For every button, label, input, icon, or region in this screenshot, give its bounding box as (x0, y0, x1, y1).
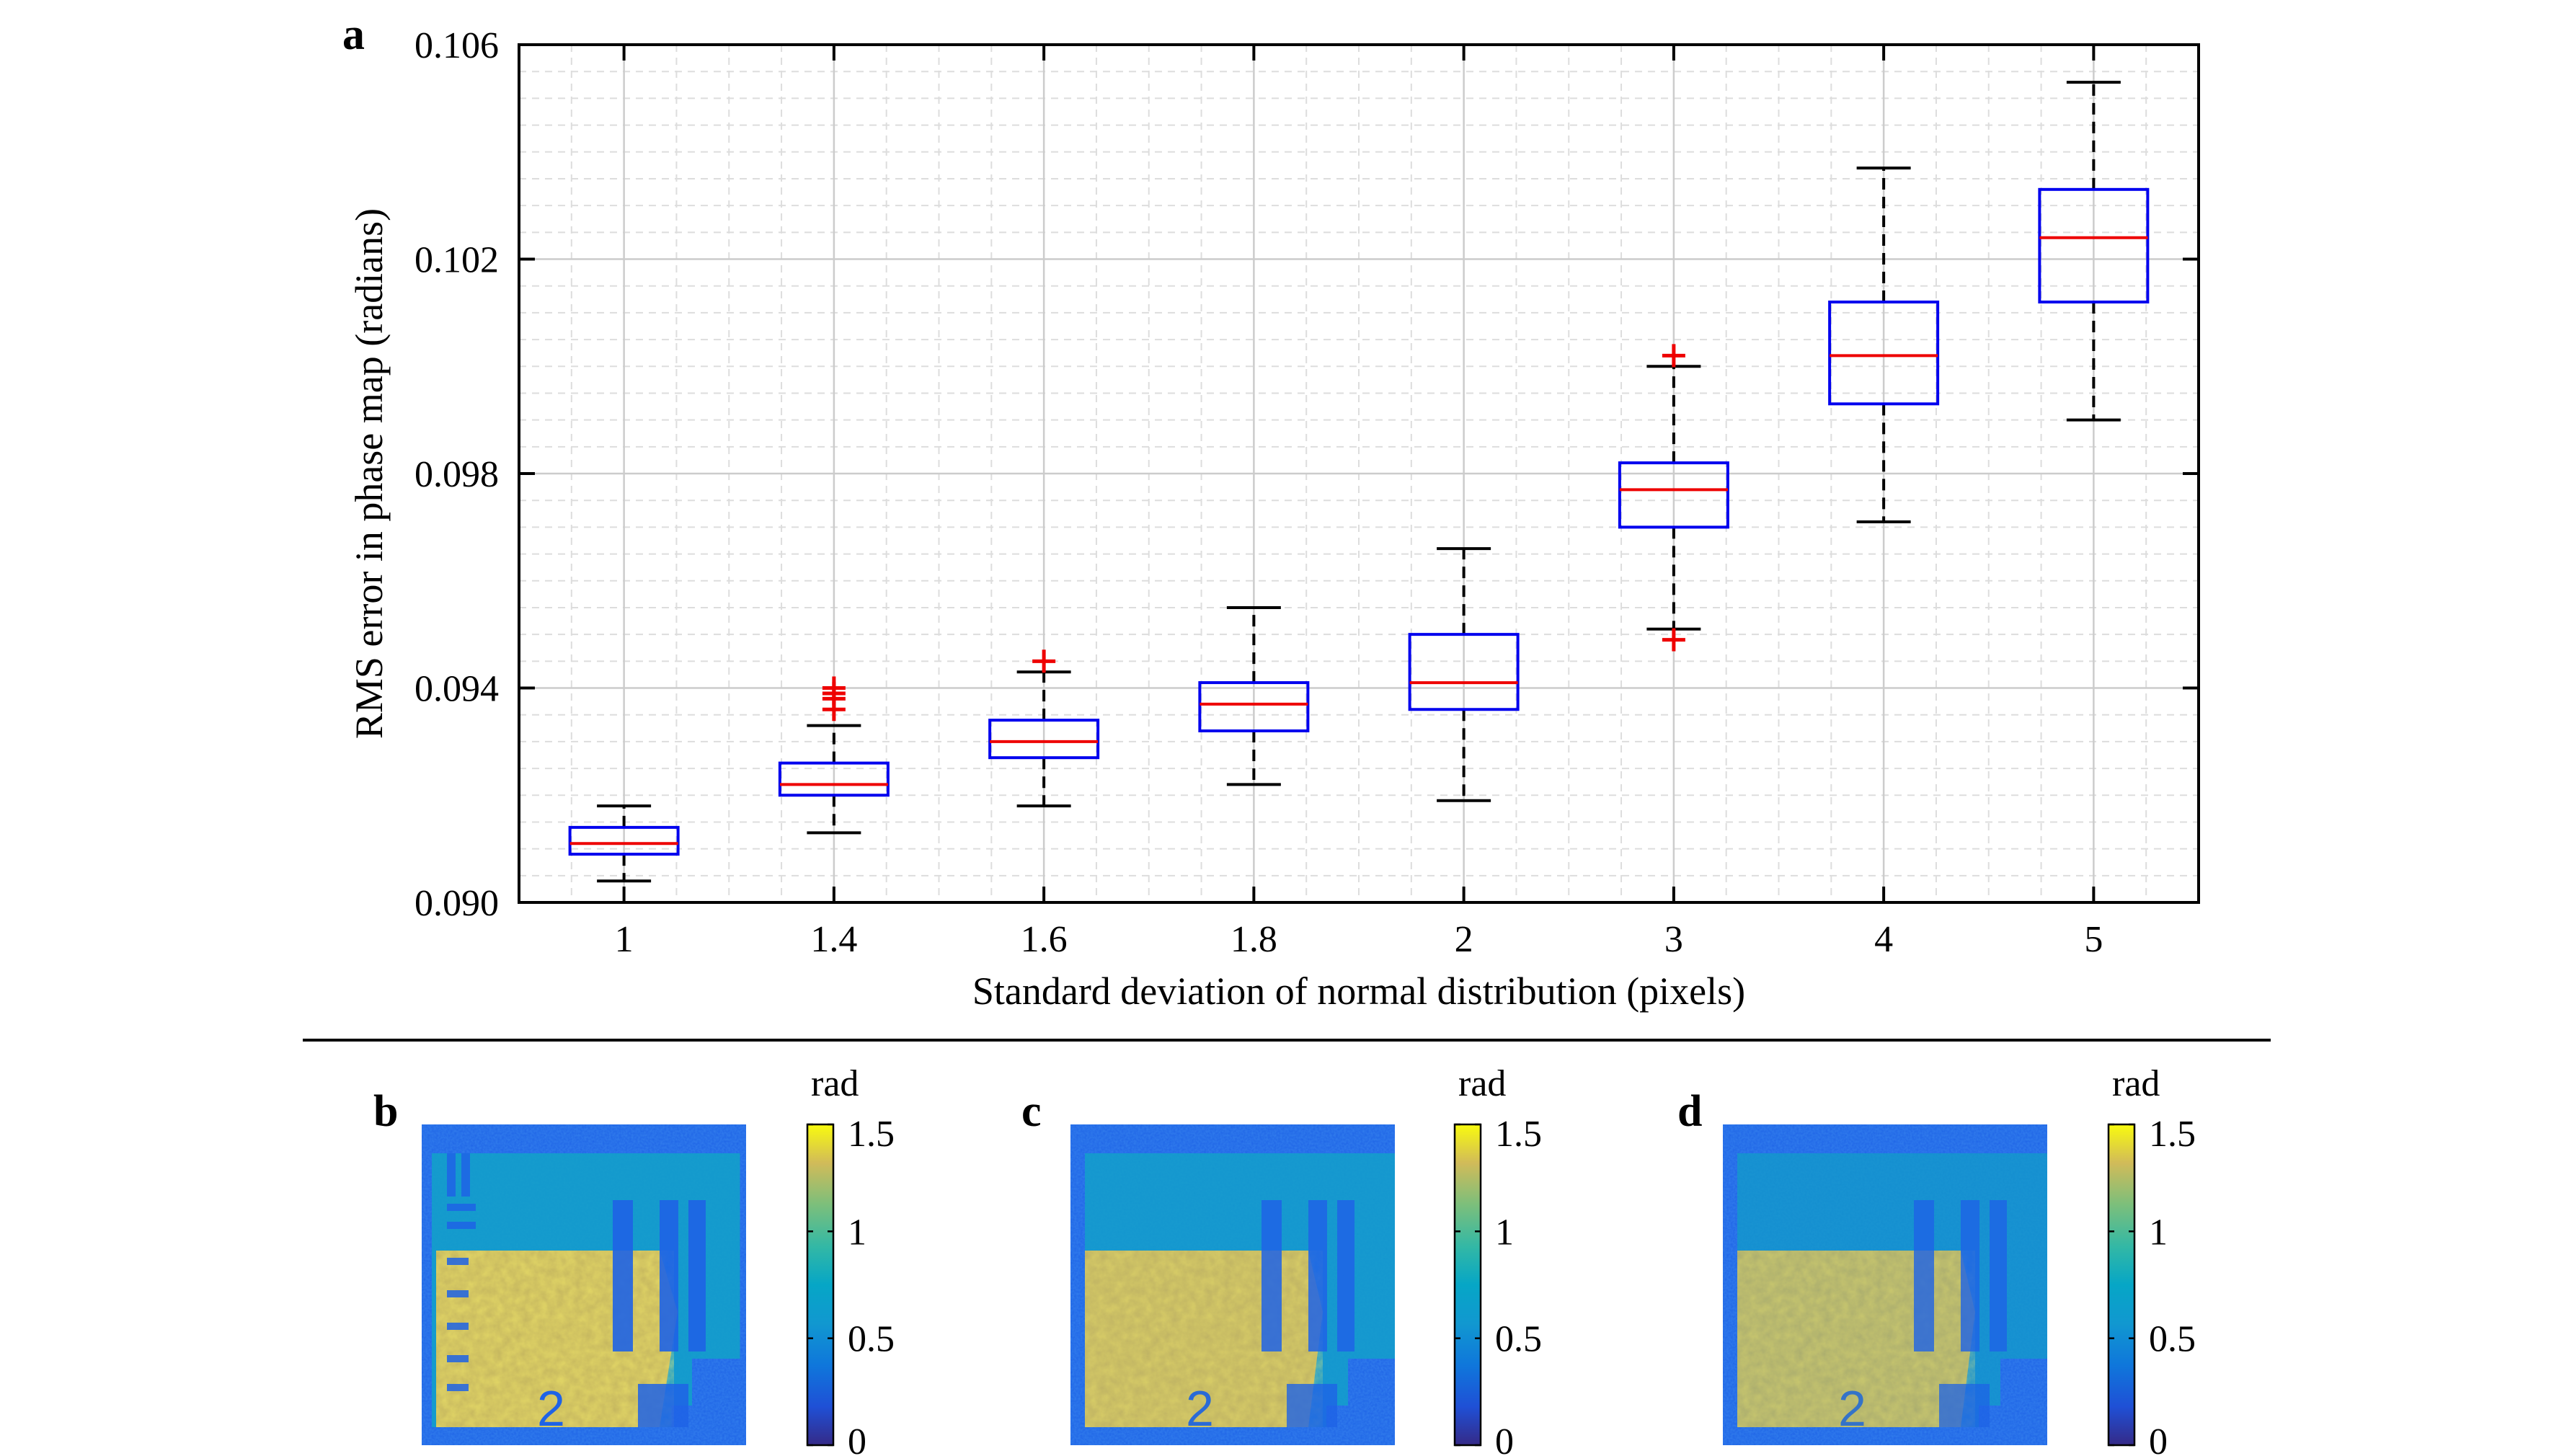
x-axis-label: Standard deviation of normal distributio… (972, 969, 1745, 1013)
colorbar-label: rad (1458, 1063, 1506, 1104)
y-tick-label: 0.106 (414, 25, 499, 66)
box-1 (568, 804, 680, 883)
colorbar-tick-label: 1.5 (848, 1114, 895, 1155)
colorbar-tick-label: 0.5 (2149, 1319, 2196, 1360)
iqr-box (1618, 461, 1729, 529)
colorbar-tick-label: 0 (848, 1421, 866, 1456)
box-1.4 (778, 676, 890, 835)
colorbar-gradient (1453, 1123, 1482, 1447)
iqr-box (568, 825, 680, 856)
box-2 (1408, 547, 1520, 802)
box-3 (1618, 344, 1729, 652)
colorbar-tick-label: 1 (848, 1212, 866, 1253)
colorbar-c: rad 1.5 1 0.5 0 (1453, 1063, 1542, 1456)
colorbar-label: rad (811, 1063, 859, 1104)
iqr-box (988, 719, 1100, 760)
box-5 (2038, 81, 2150, 422)
colorbar-d: rad 1.5 1 0.5 0 (2107, 1063, 2196, 1456)
colorbar-tick-label: 0 (1495, 1421, 1514, 1456)
target-digit: 2 (537, 1380, 565, 1437)
colorbar-tick-label: 1 (2149, 1212, 2168, 1253)
colorbars: rad 1.5 1 0.5 0 rad 1.5 1 0.5 0 rad 1.5 1 0.5 0 (806, 1063, 2196, 1456)
x-tick-label: 1.6 (1021, 919, 1068, 960)
colorbar-gradient (2107, 1123, 2136, 1447)
colorbar-b: rad 1.5 1 0.5 0 (806, 1063, 895, 1456)
y-tick-label: 0.102 (414, 240, 499, 281)
phase-map-d: 2 (1723, 1124, 2047, 1445)
x-tick-label: 4 (1874, 919, 1893, 960)
colorbar-tick-label: 1.5 (1495, 1114, 1542, 1155)
x-tick-label: 5 (2084, 919, 2103, 960)
iqr-box (1408, 633, 1520, 711)
colorbar-tick-label: 1.5 (2149, 1114, 2196, 1155)
outlier-marker (822, 676, 846, 700)
iqr-box (1198, 681, 1310, 732)
y-tick-label: 0.094 (414, 669, 499, 710)
x-tick-label: 2 (1455, 919, 1473, 960)
x-tick-label: 1.4 (810, 919, 857, 960)
target-digit: 2 (1838, 1380, 1866, 1437)
iqr-box (778, 761, 890, 797)
x-tick-label: 1 (615, 919, 634, 960)
phase-map-b: 2 (422, 1124, 746, 1445)
colorbar-tick-label: 0.5 (1495, 1319, 1542, 1360)
box-1.8 (1198, 605, 1310, 786)
y-tick-label: 0.098 (414, 454, 499, 495)
colorbar-gradient (806, 1123, 835, 1447)
colorbar-tick-label: 0 (2149, 1421, 2168, 1456)
colorbar-tick-label: 0.5 (848, 1319, 895, 1360)
box-1.6 (988, 649, 1100, 808)
phase-map-c: 2 (1070, 1124, 1395, 1445)
iqr-box (2038, 187, 2150, 303)
outlier-marker (1662, 628, 1685, 652)
y-axis-label: RMS error in phase map (radians) (347, 208, 391, 739)
iqr-box (1828, 301, 1940, 406)
box-series (568, 81, 2150, 883)
colorbar-tick-label: 1 (1495, 1212, 1514, 1253)
panel-label-a: a (342, 10, 365, 59)
y-axis: 0.090 0.094 0.098 0.102 0.106 (414, 25, 2199, 924)
outlier-marker (1662, 344, 1685, 368)
panel-label-d: d (1677, 1087, 1702, 1136)
x-tick-label: 3 (1664, 919, 1683, 960)
panel-label-b: b (373, 1087, 398, 1136)
outlier-marker (1032, 649, 1056, 673)
x-tick-label: 1.8 (1231, 919, 1277, 960)
panel-label-c: c (1021, 1087, 1042, 1136)
y-tick-label: 0.090 (414, 883, 499, 924)
x-axis: 1 1.4 1.6 1.8 2 3 4 5 (615, 45, 2103, 960)
box-4 (1828, 167, 1940, 523)
colorbar-label: rad (2112, 1063, 2160, 1104)
target-digit: 2 (1186, 1380, 1214, 1437)
